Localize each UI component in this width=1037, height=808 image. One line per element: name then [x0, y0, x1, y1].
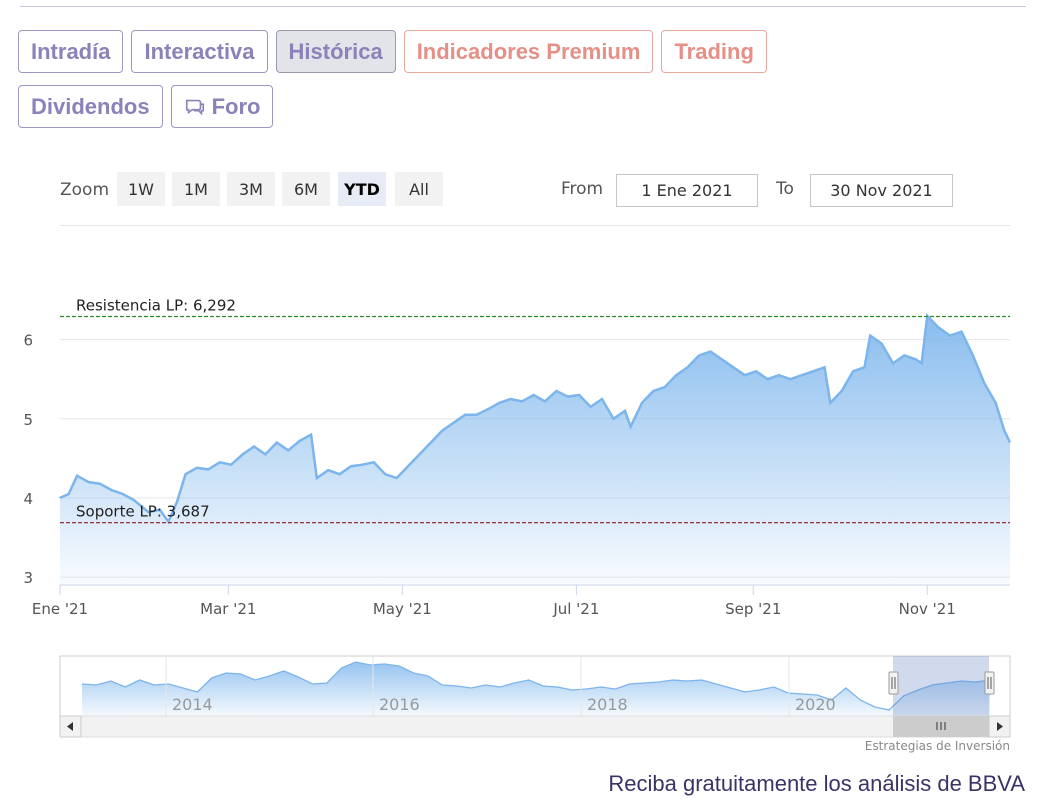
tab-row-2: Dividendos Foro — [18, 85, 1018, 128]
tab-label: Interactiva — [144, 38, 255, 64]
zoom-6m-button[interactable]: 6M — [282, 172, 330, 206]
footer-cta[interactable]: Reciba gratuitamente los análisis de BBV… — [608, 771, 1025, 796]
x-tick-label: Jul '21 — [552, 600, 599, 618]
navigator-year-label: 2018 — [587, 695, 628, 714]
x-tick-label: Mar '21 — [200, 600, 256, 618]
zoom-3m-button[interactable]: 3M — [227, 172, 275, 206]
to-date-input[interactable] — [810, 174, 953, 207]
tab-interactiva[interactable]: Interactiva — [131, 30, 268, 73]
y-tick-label: 5 — [23, 411, 33, 429]
zoom-label: Zoom — [60, 180, 110, 200]
navigator[interactable]: 2014 2016 2018 2020 — [0, 640, 1037, 740]
series-line[interactable] — [58, 313, 1012, 525]
y-tick-label: 3 — [23, 569, 33, 587]
resistance-label: Resistencia LP: 6,292 — [76, 296, 236, 314]
tab-foro[interactable]: Foro — [170, 85, 274, 128]
navigator-selection[interactable] — [893, 656, 989, 716]
zoom-ytd-button[interactable]: YTD — [338, 172, 386, 206]
tab-indicadores-premium[interactable]: Indicadores Premium — [403, 30, 654, 73]
x-tick-label: Sep '21 — [725, 600, 781, 618]
zoom-all-button[interactable]: All — [395, 172, 443, 206]
from-date-input[interactable] — [616, 174, 758, 207]
chat-bubbles-icon — [185, 99, 204, 115]
navigator-year-label: 2020 — [795, 695, 836, 714]
tab-dividendos[interactable]: Dividendos — [18, 85, 163, 128]
tab-hist-rica[interactable]: Histórica — [275, 30, 396, 73]
chart-separator — [60, 225, 1010, 226]
x-tick-label: Nov '21 — [899, 600, 956, 618]
navigator-year-label: 2016 — [379, 695, 420, 714]
y-tick-label: 6 — [23, 332, 33, 350]
series-area — [60, 315, 1010, 585]
x-tick-label: May '21 — [373, 600, 432, 618]
to-label: To — [776, 179, 794, 199]
tab-bar: Intradía Interactiva Histórica Indicadores … — [18, 30, 1018, 140]
zoom-1w-button[interactable]: 1W — [117, 172, 165, 206]
grip-icon — [936, 722, 946, 730]
navigator-handle[interactable] — [984, 671, 995, 695]
arrow-right-icon — [997, 722, 1003, 731]
navigator-handle[interactable] — [888, 671, 899, 695]
tab-label: Trading — [674, 38, 754, 64]
arrow-left-icon — [67, 722, 73, 731]
top-divider — [20, 6, 1026, 7]
y-tick-label: 4 — [23, 490, 33, 508]
tab-label: Foro — [211, 93, 261, 119]
tab-intrad-a[interactable]: Intradía — [18, 30, 124, 73]
navigator-line — [81, 661, 991, 711]
tab-label: Intradía — [31, 38, 111, 64]
from-label: From — [561, 179, 604, 199]
x-tick-label: Ene '21 — [32, 600, 88, 618]
tab-trading[interactable]: Trading — [661, 30, 767, 73]
tab-label: Indicadores Premium — [416, 38, 641, 64]
chart-credit[interactable]: Estrategias de Inversión — [864, 739, 1010, 753]
zoom-1m-button[interactable]: 1M — [172, 172, 220, 206]
navigator-year-label: 2014 — [172, 695, 213, 714]
price-chart[interactable]: 3 4 5 6 Resistencia LP: 6,292 Soporte LP: 3,6… — [0, 230, 1037, 630]
scrollbar-track[interactable] — [59, 715, 1011, 738]
tab-row-1: Intradía Interactiva Histórica Indicadores … — [18, 30, 1018, 73]
tab-label: Dividendos — [31, 93, 150, 119]
support-label: Soporte LP: 3,687 — [76, 503, 210, 521]
navigator-area — [82, 662, 990, 716]
tab-label: Histórica — [288, 38, 383, 64]
